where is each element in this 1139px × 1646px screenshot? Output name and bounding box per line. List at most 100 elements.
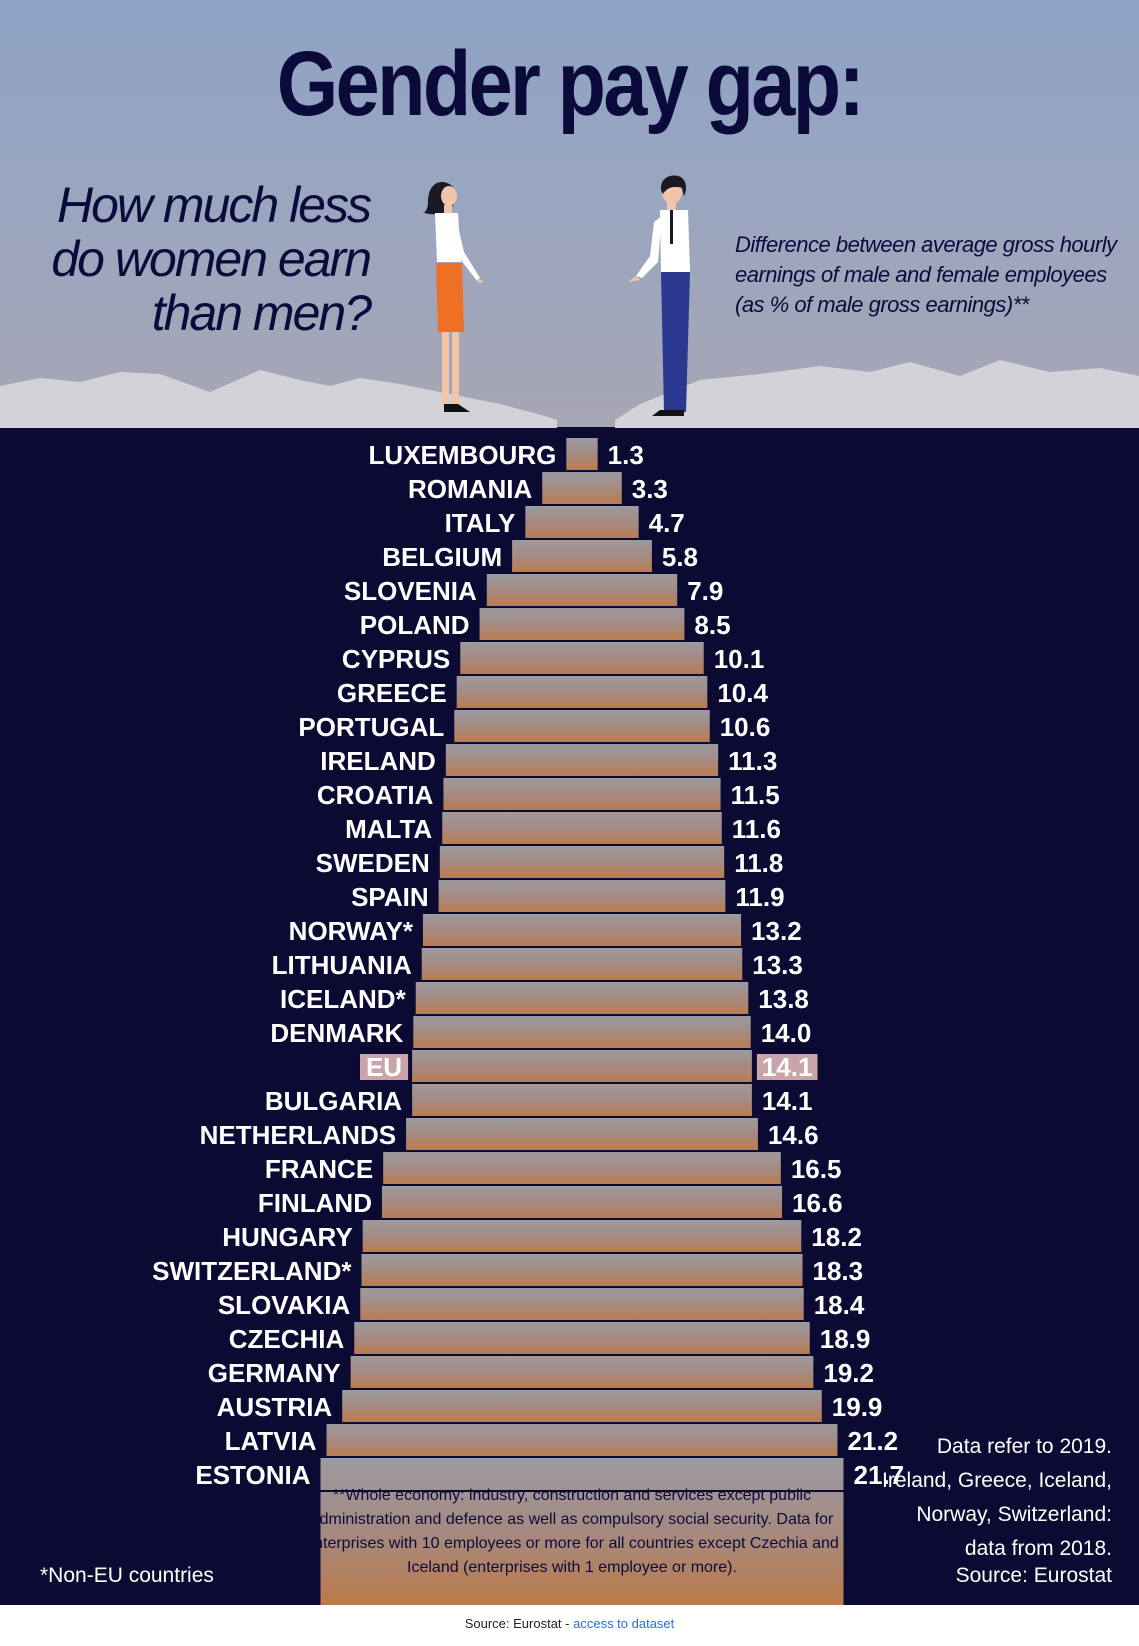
value-label: 7.9	[687, 576, 723, 606]
bar	[413, 1016, 751, 1050]
highlight-box	[756, 1054, 818, 1080]
value-label: 18.4	[814, 1290, 865, 1320]
value-label: 18.3	[813, 1256, 864, 1286]
value-label: 8.5	[694, 610, 730, 640]
value-label: 10.4	[717, 678, 768, 708]
dataset-link[interactable]: access to dataset	[573, 1616, 675, 1631]
bar	[438, 880, 726, 914]
bar	[415, 982, 749, 1016]
bar	[406, 1118, 758, 1152]
value-label: 16.6	[792, 1188, 843, 1218]
page-title: Gender pay gap:	[276, 33, 865, 135]
country-label: HUNGARY	[222, 1222, 352, 1252]
subtitle-question: How much less do women earn than men?	[51, 177, 372, 341]
bar	[383, 1152, 781, 1186]
value-label: 1.3	[608, 440, 644, 470]
bar	[542, 472, 622, 506]
non-eu-note: *Non-EU countries	[40, 1564, 214, 1587]
value-label: 13.8	[758, 984, 809, 1014]
country-label: PORTUGAL	[298, 712, 444, 742]
bar	[354, 1322, 810, 1356]
value-label: 3.3	[632, 474, 668, 504]
value-label: 21.7	[853, 1460, 904, 1490]
country-label: LUXEMBOURG	[369, 440, 557, 470]
data-year-text: Data refer to 2019.	[936, 1435, 1112, 1458]
bar	[456, 676, 708, 710]
bar	[412, 1050, 752, 1084]
sky-background	[0, 0, 1139, 428]
value-label: 19.9	[832, 1392, 883, 1422]
bar	[443, 778, 721, 812]
bar	[460, 642, 704, 676]
country-label: GERMANY	[208, 1358, 341, 1388]
country-label: SWITZERLAND*	[152, 1256, 352, 1286]
value-label: 18.2	[811, 1222, 862, 1252]
country-label: IRELAND	[320, 746, 436, 776]
footer-source-prefix: Source: Eurostat -	[464, 1616, 574, 1631]
country-label: CROATIA	[317, 780, 434, 810]
bar	[381, 1186, 783, 1220]
country-label: BELGIUM	[382, 542, 502, 572]
country-label: ESTONIA	[195, 1460, 310, 1490]
methodology-note: **Whole economy: industry, construction …	[305, 1487, 839, 1576]
labels-group: LUXEMBOURG 1.3 ROMANIA 3.3 ITALY 4.7 BELGIUM 5.…	[152, 440, 904, 1490]
bar	[439, 846, 725, 880]
bar	[479, 608, 685, 642]
value-label: 10.1	[714, 644, 765, 674]
bar	[412, 1084, 752, 1118]
highlight-box	[359, 1054, 409, 1080]
country-label: BULGARIA	[265, 1086, 402, 1116]
bar	[512, 540, 652, 574]
ground-left	[0, 370, 557, 428]
country-label: LATVIA	[225, 1426, 317, 1456]
bar	[360, 1288, 804, 1322]
bar	[421, 948, 743, 982]
source-note: Source: Eurostat	[955, 1564, 1112, 1587]
value-label: 21.2	[847, 1426, 898, 1456]
country-label: NORWAY*	[289, 916, 414, 946]
value-label: 13.2	[751, 916, 802, 946]
value-label: 11.9	[735, 882, 784, 912]
woman-figure	[423, 182, 484, 412]
footer: Source: Eurostat - access to dataset	[0, 1616, 1139, 1631]
man-figure	[628, 175, 690, 416]
country-label: SLOVAKIA	[218, 1290, 351, 1320]
bar	[350, 1356, 814, 1390]
bar	[342, 1390, 822, 1424]
bar	[566, 438, 598, 472]
bar	[326, 1424, 838, 1458]
country-label: CZECHIA	[229, 1324, 345, 1354]
country-label: NETHERLANDS	[200, 1120, 396, 1150]
data-year-note: Data refer to 2019. Ireland, Greece, Ice…	[880, 1430, 1112, 1566]
country-label: FRANCE	[265, 1154, 373, 1184]
bar	[525, 506, 639, 540]
country-label: POLAND	[360, 610, 470, 640]
value-label: 18.9	[820, 1324, 871, 1354]
value-label: 14.0	[761, 1018, 812, 1048]
bar	[486, 574, 678, 608]
bar	[361, 1254, 803, 1288]
country-label: FINLAND	[258, 1188, 372, 1218]
value-label: 14.1	[762, 1086, 813, 1116]
value-label: 11.8	[734, 848, 783, 878]
country-label: GREECE	[337, 678, 447, 708]
value-label: 5.8	[662, 542, 698, 572]
bar	[320, 1458, 844, 1605]
exceptions-text: Ireland, Greece, Iceland, Norway, Switze…	[882, 1469, 1112, 1560]
ground-right	[615, 360, 1139, 428]
bar	[442, 812, 722, 846]
country-label: EU	[366, 1052, 402, 1082]
bar	[422, 914, 742, 948]
value-label: 11.3	[728, 746, 777, 776]
country-label: SWEDEN	[316, 848, 430, 878]
bars-group	[320, 438, 844, 1605]
country-label: ITALY	[445, 508, 516, 538]
value-label: 14.6	[768, 1120, 819, 1150]
country-label: ROMANIA	[408, 474, 532, 504]
country-label: SPAIN	[351, 882, 429, 912]
country-label: MALTA	[345, 814, 432, 844]
bar	[454, 710, 710, 744]
bar	[445, 744, 719, 778]
value-label: 19.2	[823, 1358, 874, 1388]
